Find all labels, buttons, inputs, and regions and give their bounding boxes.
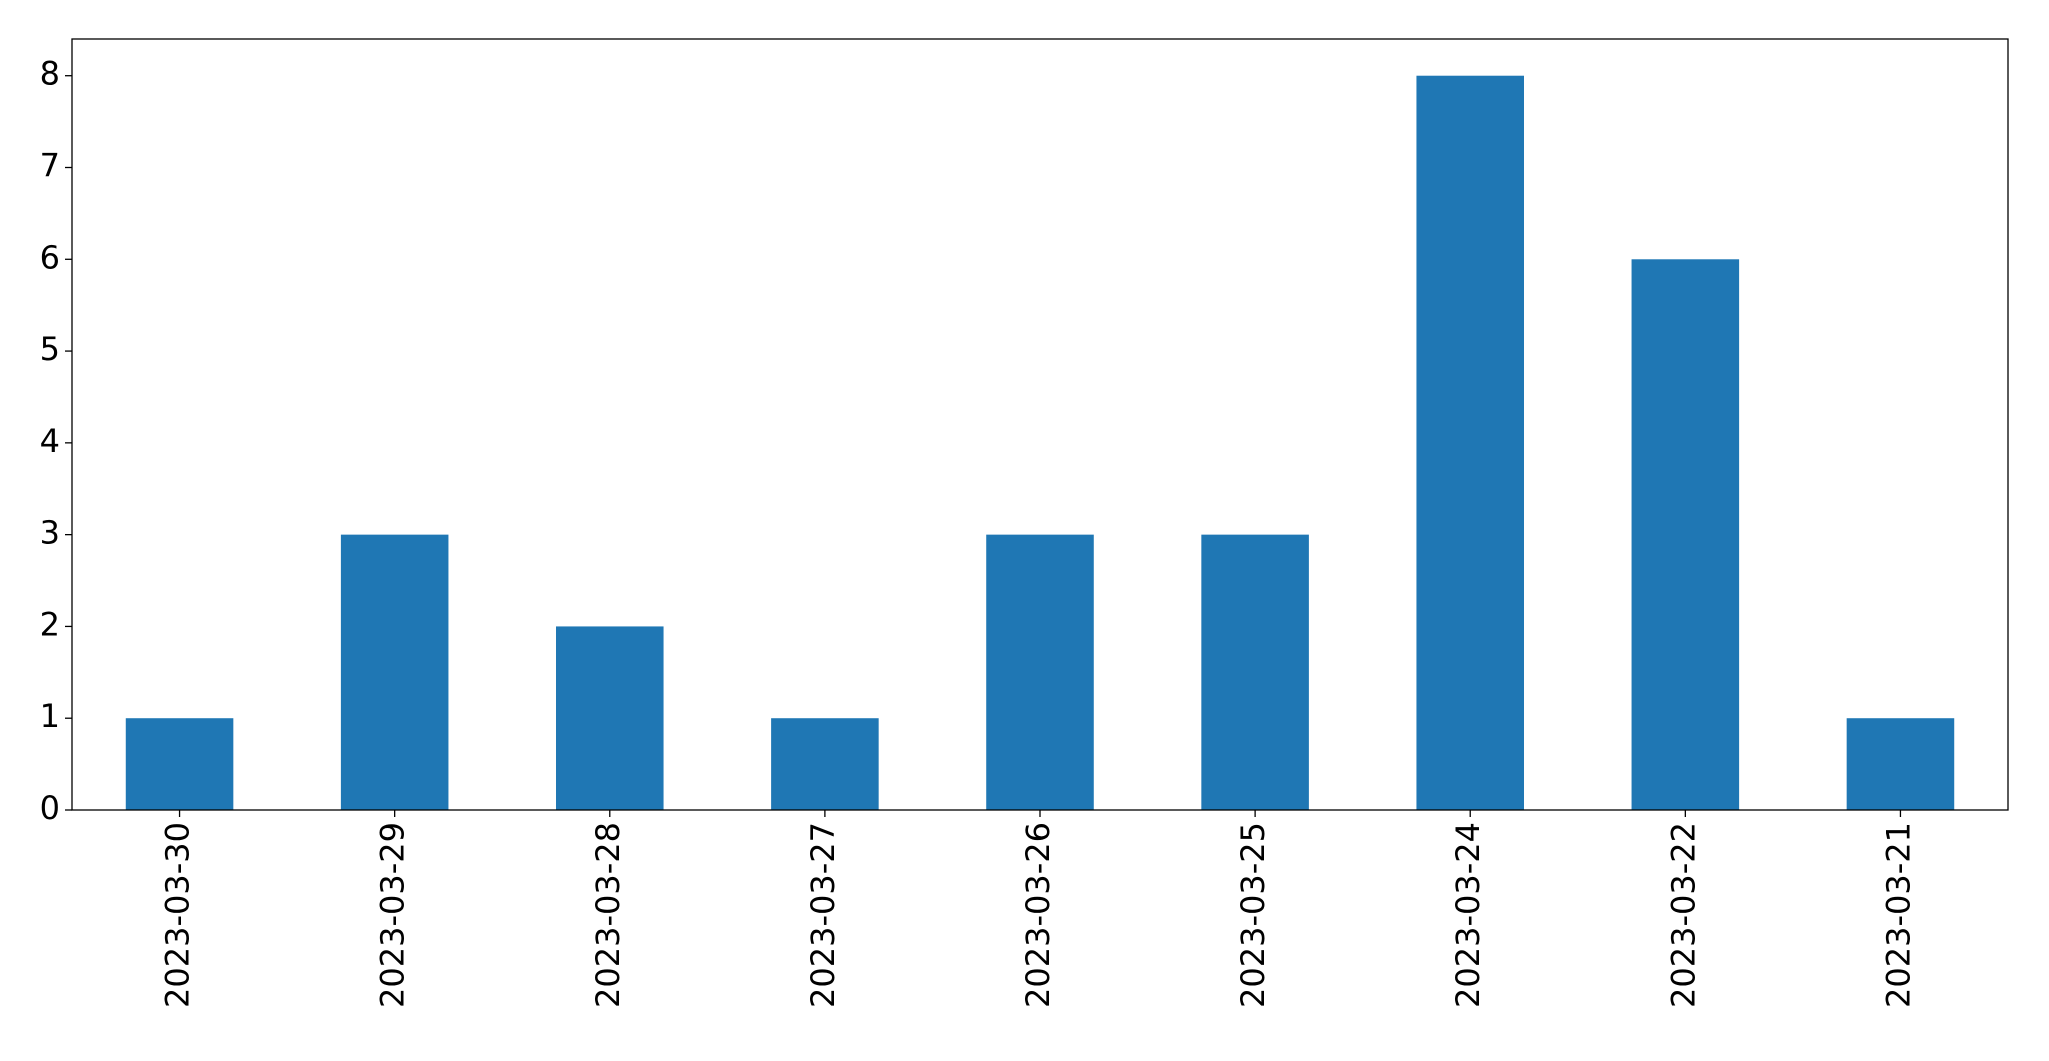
bar	[125, 718, 234, 810]
y-tick-label: 1	[40, 697, 60, 735]
x-tick-label: 2023-03-22	[1664, 822, 1702, 1008]
bar	[1416, 75, 1524, 810]
y-tick-label: 0	[40, 789, 60, 827]
bar	[771, 718, 879, 810]
bar	[340, 534, 449, 810]
bar	[1201, 534, 1309, 810]
plot-frame	[71, 38, 2009, 811]
y-tick-label: 5	[40, 330, 60, 368]
bar	[556, 626, 664, 810]
x-tick-label: 2023-03-25	[1234, 822, 1272, 1008]
x-tick-label: 2023-03-30	[159, 822, 197, 1008]
y-tick-label: 2	[40, 605, 60, 643]
bar	[1631, 259, 1740, 810]
y-tick-label: 6	[40, 238, 60, 276]
x-tick-label: 2023-03-28	[589, 822, 627, 1008]
x-tick-label: 2023-03-24	[1449, 822, 1487, 1008]
bar	[986, 534, 1094, 810]
y-tick-label: 3	[40, 514, 60, 552]
y-tick-label: 4	[40, 422, 60, 460]
x-tick-label: 2023-03-26	[1019, 822, 1057, 1008]
y-tick-label: 8	[40, 55, 60, 93]
y-tick-label: 7	[40, 147, 60, 185]
x-tick-label: 2023-03-21	[1879, 822, 1917, 1008]
x-tick-label: 2023-03-27	[804, 822, 842, 1008]
x-tick-label: 2023-03-29	[374, 822, 412, 1008]
bar	[1846, 718, 1955, 810]
